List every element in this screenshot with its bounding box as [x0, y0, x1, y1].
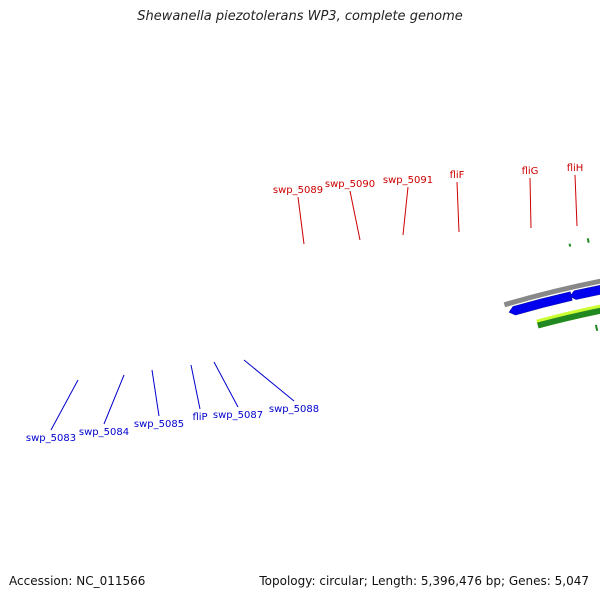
reverse-gene-leader [50, 379, 79, 431]
forward-gene-leader [456, 181, 460, 233]
reverse-gene-leader [151, 369, 160, 417]
reverse-gene-leader [103, 374, 125, 425]
forward-gene-label: fliG [522, 166, 539, 177]
gc-tick-inner [594, 324, 599, 332]
forward-gene-label: swp_5090 [325, 179, 375, 190]
reverse-gene-1[interactable] [508, 291, 573, 316]
forward-gene-leader [349, 190, 361, 241]
reverse-gene-label: swp_5083 [26, 433, 76, 444]
reverse-gene-leader [190, 364, 201, 410]
reverse-gene-leader [243, 359, 295, 402]
forward-gene-leader [297, 196, 305, 245]
genome-summary: Topology: circular; Length: 5,396,476 bp… [259, 574, 589, 588]
forward-gene-label: swp_5091 [383, 175, 433, 186]
forward-gene-label: fliF [450, 170, 465, 181]
reverse-gene-label: swp_5088 [269, 404, 319, 415]
map-title: Shewanella piezotolerans WP3, complete g… [137, 9, 463, 24]
reverse-gene-label: swp_5085 [134, 419, 184, 430]
forward-gene-leader [529, 177, 532, 229]
forward-gene-leader [402, 186, 409, 236]
forward-gene-label: fliH [567, 163, 584, 174]
cds-band-reverse-segment [537, 307, 600, 329]
reverse-gene-label: fliP [192, 412, 207, 423]
reverse-gene-2[interactable] [569, 280, 600, 300]
gc-tick-outer [568, 243, 572, 247]
genome-backbone [503, 278, 600, 308]
reverse-gene-leader [213, 361, 239, 408]
accession-label: Accession: NC_011566 [9, 574, 146, 588]
forward-gene-leader [574, 174, 578, 227]
reverse-gene-label: swp_5087 [213, 410, 263, 421]
reverse-gene-label: swp_5084 [79, 427, 129, 438]
gc-tick-outer [586, 238, 590, 243]
forward-gene-label: swp_5089 [273, 185, 323, 196]
